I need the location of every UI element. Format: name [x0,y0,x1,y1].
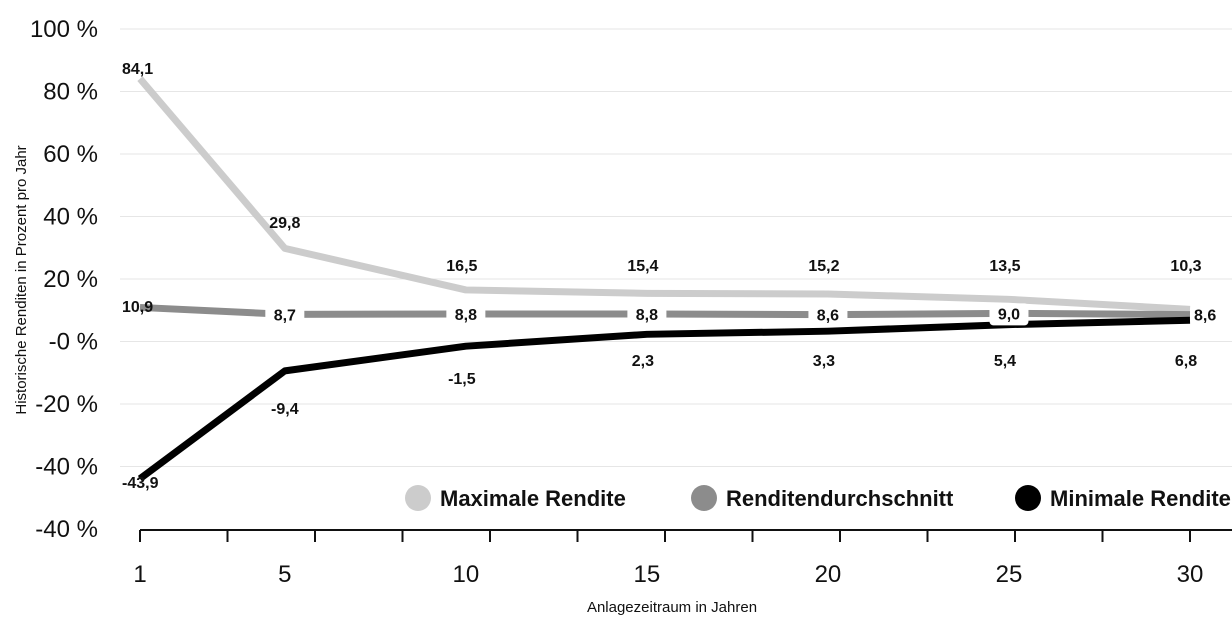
data-label: 5,4 [994,353,1016,370]
data-label: 15,4 [627,258,658,275]
x-tick-label: 25 [996,561,1023,588]
series-line-0 [137,76,1191,313]
x-tick-label: 20 [815,561,842,588]
data-label: 29,8 [269,215,300,232]
y-tick-label: -40 % [35,516,98,543]
y-tick-label: -40 % [35,454,98,481]
legend-swatch [405,485,431,511]
data-label-background [627,304,667,326]
y-tick-label: 60 % [43,141,98,168]
data-label: 15,2 [808,258,839,275]
data-label-background [1194,304,1232,327]
data-label: 8,6 [817,308,839,325]
data-label-background [808,304,848,327]
y-axis-title: Historische Renditen in Prozent pro Jahr [13,145,30,414]
x-tick-label: 30 [1177,561,1204,588]
y-tick-label: 100 % [30,16,98,43]
data-label: 10,9 [122,299,153,316]
gridlines [120,28,1232,467]
legend: Maximale Rendite Renditendurchschnitt Mini… [405,485,1231,511]
legend-swatch [1015,485,1041,511]
data-label: 6,8 [1175,353,1197,370]
data-label: -43,9 [122,475,159,492]
data-label: 10,3 [1170,258,1201,275]
data-label: 8,6 [1194,308,1216,325]
y-tick-label: 80 % [43,79,98,106]
x-tick-label: 5 [278,561,291,588]
data-label: 8,7 [274,307,296,324]
data-label-background [446,304,486,326]
y-axis-ticks: 100 % 80 % 60 % 40 % 20 % -0 % -20 % -40 % -40 % [30,16,98,543]
legend-label: Minimale Rendite [1050,486,1231,511]
x-axis: 1 5 10 15 20 25 30 [133,529,1232,588]
legend-label: Maximale Rendite [440,486,626,511]
data-label: 2,3 [632,353,654,370]
y-tick-label: -0 % [49,329,98,356]
data-label: 9,0 [998,306,1020,323]
x-tick-label: 15 [634,561,661,588]
data-label: -9,4 [271,401,299,418]
data-label: 3,3 [813,353,835,370]
legend-swatch [691,485,717,511]
data-label: 84,1 [122,61,153,78]
data-label: 13,5 [989,258,1020,275]
x-tick-label: 10 [453,561,480,588]
data-label: 16,5 [446,258,477,275]
y-tick-label: -20 % [35,391,98,418]
data-label: -1,5 [448,371,476,388]
data-label-background [265,304,305,327]
data-label-background [989,303,1029,326]
data-label: 8,8 [455,307,477,324]
series-line-2 [137,316,1191,482]
x-tick-label: 1 [133,561,146,588]
data-label: 8,8 [636,307,658,324]
y-tick-label: 20 % [43,266,98,293]
x-axis-title: Anlagezeitraum in Jahren [587,599,757,616]
data-labels: 84,1 29,8 16,5 15,4 15,2 13,5 10,3 10,9 8,7 8,8 8,… [122,61,1232,492]
legend-label: Renditendurchschnitt [726,486,954,511]
y-tick-label: 40 % [43,204,98,231]
